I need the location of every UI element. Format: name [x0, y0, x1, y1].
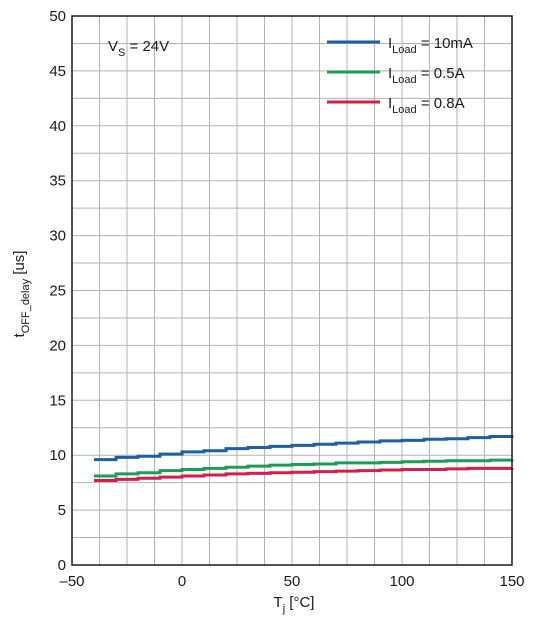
y-axis-title: tOFF_delay [us] [11, 251, 32, 338]
legend: ILoad = 10mA ILoad = 0.5A ILoad = 0.8A [327, 35, 473, 116]
x-tick-label: 100 [389, 573, 414, 590]
y-tick-label: 0 [58, 557, 66, 574]
plot-frame [71, 15, 513, 566]
legend-label-3: ILoad = 0.8A [388, 95, 465, 116]
y-tick-label: 30 [49, 228, 66, 245]
series-line-1 [94, 435, 514, 462]
y-tick-label: 15 [49, 392, 66, 409]
x-tick-label: 50 [284, 573, 301, 590]
y-tick-label: 40 [49, 118, 66, 135]
series-line-3 [94, 466, 514, 482]
y-tick-label: 35 [49, 173, 66, 190]
y-tick-label: 25 [49, 283, 66, 300]
legend-label-1: ILoad = 10mA [388, 35, 473, 56]
series-line-2 [94, 458, 514, 478]
y-tick-label: 10 [49, 447, 66, 464]
supply-voltage-annotation: VS = 24V [108, 38, 169, 59]
y-tick-label: 45 [49, 63, 66, 80]
legend-label-2: ILoad = 0.5A [388, 65, 465, 86]
x-tick-label: 0 [178, 573, 186, 590]
x-axis-title: Tj [°C] [274, 594, 315, 615]
y-tick-label: 5 [58, 502, 66, 519]
x-tick-label: –50 [59, 573, 84, 590]
y-tick-label: 20 [49, 337, 66, 354]
x-tick-label: 150 [499, 573, 524, 590]
series-layer [94, 435, 514, 482]
y-tick-label: 50 [49, 8, 66, 25]
